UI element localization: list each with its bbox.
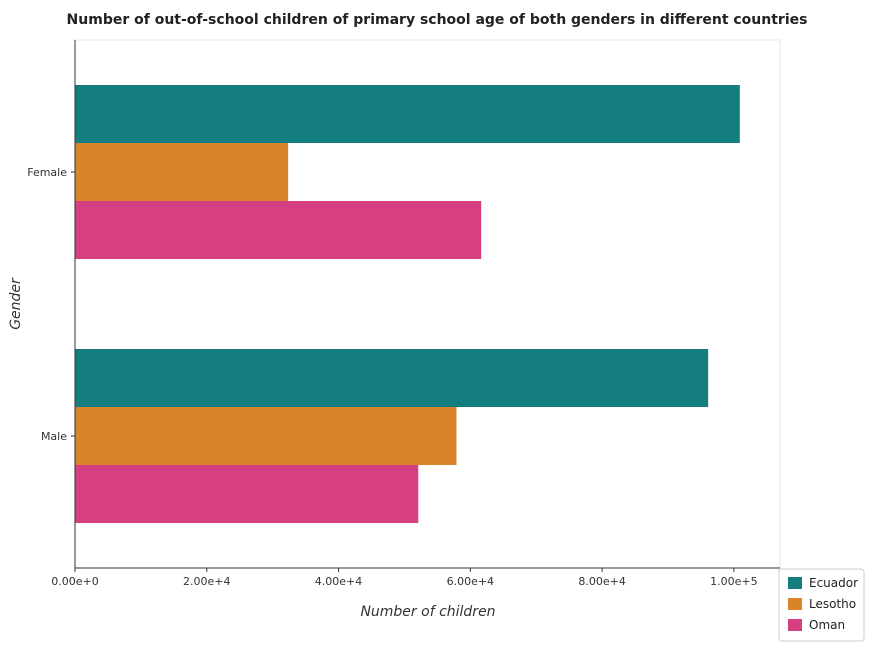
legend-label-oman: Oman <box>809 618 845 632</box>
legend-swatch-lesotho <box>788 598 802 610</box>
bar-male-ecuador <box>75 349 709 407</box>
x-tick-label: 1.00e+5 <box>710 575 757 588</box>
legend-swatch-oman <box>788 619 802 631</box>
x-tick-label: 0.00e+0 <box>51 575 98 588</box>
legend: Ecuador Lesotho Oman <box>778 568 865 642</box>
chart-title: Number of out-of-school children of prim… <box>67 12 808 28</box>
x-tick-label: 8.00e+4 <box>578 575 625 588</box>
bar-female-oman <box>75 201 482 259</box>
x-axis-label: Number of children <box>360 604 495 620</box>
x-axis: 0.00e+0 2.00e+4 4.00e+4 6.00e+4 8.00e+4 1.00e… <box>51 567 780 588</box>
y-tick-label: Male <box>41 430 67 443</box>
x-tick-label: 6.00e+4 <box>447 575 494 588</box>
x-tick-label: 4.00e+4 <box>315 575 362 588</box>
bar-female-lesotho <box>75 143 289 201</box>
bar-male-lesotho <box>75 407 457 465</box>
legend-label-ecuador: Ecuador <box>809 576 858 590</box>
bars <box>75 85 740 523</box>
bar-female-ecuador <box>75 85 740 143</box>
y-tick-label: Female <box>27 166 67 179</box>
legend-label-lesotho: Lesotho <box>809 597 856 611</box>
y-axis-label: Gender <box>8 277 24 330</box>
x-tick-label: 2.00e+4 <box>183 575 230 588</box>
legend-swatch-ecuador <box>788 577 802 589</box>
bar-male-oman <box>75 465 419 523</box>
y-axis: Female Male <box>27 40 76 568</box>
